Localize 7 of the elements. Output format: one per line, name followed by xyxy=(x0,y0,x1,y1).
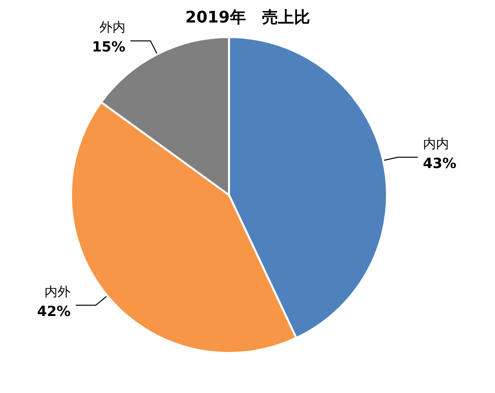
slice-label: 外内 xyxy=(99,20,126,36)
slice-label: 内内 xyxy=(422,136,449,152)
data-label: 15% xyxy=(92,39,126,56)
slice-label: 内外 xyxy=(44,284,71,300)
data-label: 42% xyxy=(37,304,71,320)
data-label: 43% xyxy=(422,156,456,172)
chart-title: 2019年 売上比 xyxy=(185,8,310,26)
